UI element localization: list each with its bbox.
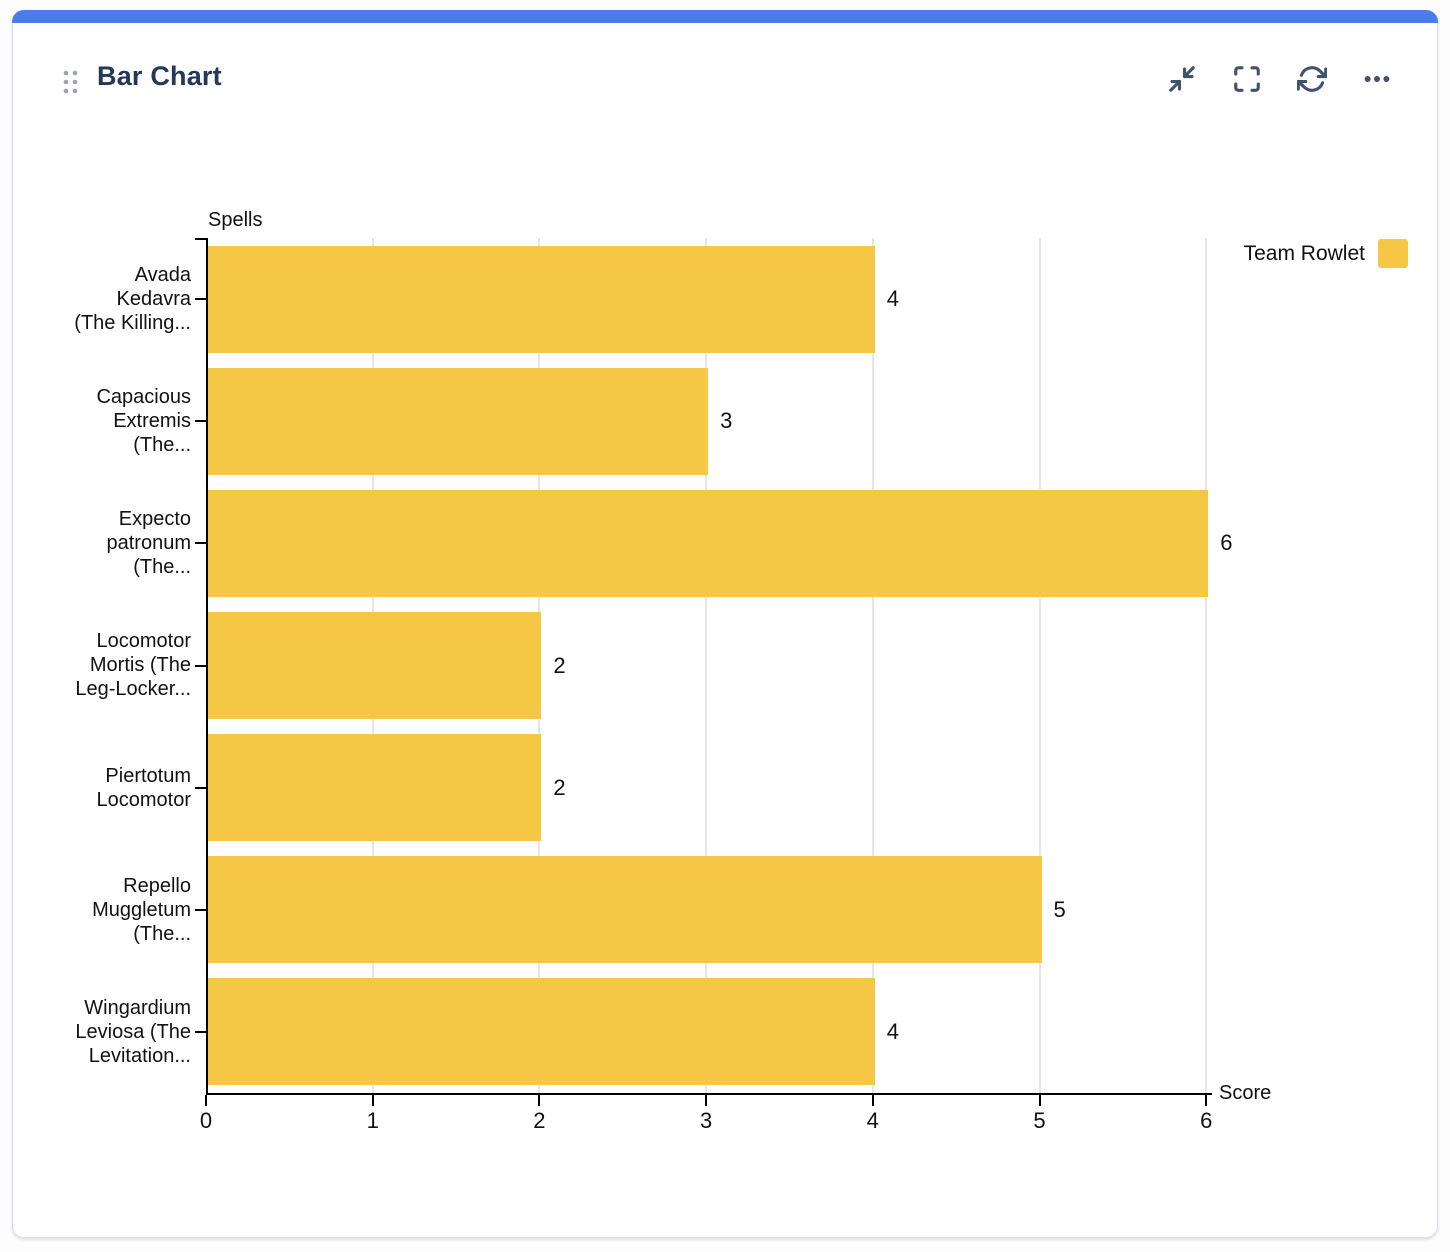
gridline bbox=[871, 238, 874, 1093]
widget-toolbar bbox=[1166, 63, 1393, 95]
y-axis-line bbox=[206, 238, 208, 1095]
x-axis-tick bbox=[705, 1095, 708, 1106]
category-label: Piertotum Locomotor bbox=[96, 764, 192, 811]
fullscreen-icon bbox=[1234, 66, 1260, 92]
bar[interactable] bbox=[208, 978, 875, 1086]
legend-swatch bbox=[1378, 239, 1408, 268]
x-axis-title: Score bbox=[1219, 1082, 1272, 1104]
gridline bbox=[705, 238, 708, 1093]
bar-value-label: 4 bbox=[886, 1018, 900, 1044]
bar-chart-widget: Bar Chart bbox=[12, 10, 1438, 1238]
widget-title: Bar Chart bbox=[97, 61, 222, 91]
bar-value-label: 6 bbox=[1220, 530, 1233, 556]
category-label: Capacious Extremis (The... bbox=[96, 386, 191, 457]
x-axis-tick bbox=[538, 1095, 541, 1106]
bar[interactable] bbox=[208, 367, 709, 475]
category-label: Expecto patronum (The... bbox=[106, 508, 192, 579]
bar[interactable] bbox=[208, 612, 542, 719]
collapse-icon bbox=[1169, 66, 1195, 92]
bar-value-label: 2 bbox=[553, 652, 566, 678]
x-axis-tick bbox=[371, 1095, 374, 1106]
legend-label: Team Rowlet bbox=[1243, 241, 1365, 265]
bar-value-label: 2 bbox=[553, 774, 566, 800]
category-label: Wingardium Leviosa (The Levitation... bbox=[75, 996, 191, 1067]
x-axis-tick bbox=[205, 1095, 207, 1106]
x-axis-line bbox=[206, 1093, 1212, 1095]
bar-value-label: 5 bbox=[1053, 896, 1066, 922]
y-axis-tick bbox=[195, 420, 206, 423]
gridline bbox=[1038, 238, 1041, 1093]
collapse-button[interactable] bbox=[1166, 63, 1198, 95]
x-axis-tick bbox=[871, 1095, 874, 1106]
card-accent-bar bbox=[12, 10, 1438, 23]
refresh-icon bbox=[1297, 66, 1327, 92]
x-axis-tick-label: 5 bbox=[1033, 1108, 1046, 1133]
x-axis-tick-label: 3 bbox=[699, 1108, 713, 1133]
legend-item-team-rowlet[interactable]: Team Rowlet bbox=[1244, 239, 1408, 268]
category-label: Repello Muggletum (The... bbox=[92, 874, 191, 945]
y-axis-tick bbox=[195, 786, 206, 789]
y-axis-tick bbox=[195, 542, 206, 545]
drag-handle[interactable] bbox=[59, 67, 83, 97]
bar[interactable] bbox=[208, 489, 1209, 597]
category-label: Avada Kedavra (The Killing... bbox=[74, 264, 191, 335]
bar[interactable] bbox=[208, 734, 542, 842]
bar-value-label: 3 bbox=[720, 408, 733, 434]
x-axis-tick-label: 2 bbox=[533, 1108, 546, 1133]
fullscreen-button[interactable] bbox=[1231, 63, 1263, 95]
bar-chart: Spells Score Team Rowlet 0 1 2 3 4 5 6 4 Avada Ke… bbox=[13, 11, 1437, 1237]
x-axis-tick-label: 1 bbox=[366, 1108, 379, 1133]
x-axis-tick bbox=[1038, 1095, 1041, 1106]
y-axis-tick bbox=[195, 1030, 206, 1033]
y-axis-title: Spells bbox=[208, 209, 263, 231]
drag-handle-icon bbox=[63, 70, 78, 94]
bar[interactable] bbox=[208, 245, 875, 353]
gridline bbox=[1205, 238, 1208, 1093]
y-axis-tick bbox=[195, 908, 206, 911]
y-axis-tick bbox=[195, 238, 206, 240]
bar[interactable] bbox=[208, 856, 1042, 964]
x-axis-tick-label: 4 bbox=[866, 1108, 879, 1133]
y-axis-tick bbox=[195, 298, 206, 301]
category-label: Locomotor Mortis (The Leg-Locker... bbox=[75, 630, 191, 701]
bar-value-label: 4 bbox=[886, 286, 900, 312]
x-axis-tick bbox=[1205, 1095, 1208, 1106]
ellipsis-icon bbox=[1364, 76, 1390, 82]
x-axis-tick-label: 0 bbox=[199, 1108, 213, 1133]
y-axis-tick bbox=[195, 664, 206, 667]
refresh-button[interactable] bbox=[1296, 63, 1328, 95]
more-options-button[interactable] bbox=[1361, 63, 1393, 95]
x-axis-tick-label: 6 bbox=[1200, 1108, 1213, 1133]
